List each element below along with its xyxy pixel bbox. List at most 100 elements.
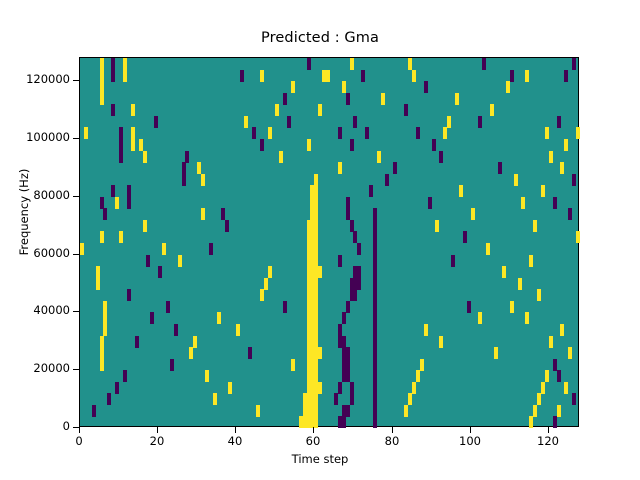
heatmap-cell <box>556 370 561 383</box>
heatmap-cell <box>314 323 319 336</box>
heatmap-cell <box>353 266 358 279</box>
heatmap-cell <box>306 381 311 394</box>
heatmap-cell <box>310 185 315 198</box>
heatmap-cell <box>478 115 483 128</box>
heatmap-cell <box>119 150 124 163</box>
heatmap-cell <box>259 138 264 151</box>
heatmap-cell <box>380 92 385 105</box>
heatmap-cell <box>197 162 202 175</box>
heatmap-cell <box>486 243 491 255</box>
heatmap-cell <box>556 404 561 417</box>
heatmap-cell <box>165 300 170 313</box>
heatmap-cell <box>267 266 272 279</box>
heatmap-cell <box>548 150 553 163</box>
heatmap-cell <box>572 173 577 186</box>
heatmap-cell <box>130 104 135 117</box>
heatmap-cell <box>306 289 311 302</box>
heatmap-cell <box>275 104 280 117</box>
heatmap-cell <box>263 277 268 290</box>
heatmap-cell <box>314 266 319 279</box>
heatmap-cell <box>314 404 319 417</box>
y-axis-tick-mark <box>73 311 79 312</box>
heatmap-cell <box>181 173 186 186</box>
heatmap-cells <box>80 58 581 429</box>
heatmap-cell <box>341 347 346 360</box>
heatmap-cell <box>322 69 327 82</box>
heatmap-cell <box>505 81 510 94</box>
heatmap-cell <box>341 358 346 371</box>
heatmap-plot-area <box>79 57 581 429</box>
heatmap-cell <box>478 312 483 325</box>
x-axis-tick-label: 80 <box>384 434 400 448</box>
heatmap-cell <box>341 416 346 429</box>
heatmap-cell <box>220 208 225 221</box>
heatmap-cell <box>458 185 463 198</box>
heatmap-cell <box>193 335 198 348</box>
x-axis-tick-label: 100 <box>459 434 481 448</box>
heatmap-cell <box>552 416 557 429</box>
heatmap-cell <box>384 173 389 186</box>
heatmap-cell <box>314 208 319 221</box>
heatmap-cell <box>314 219 319 232</box>
heatmap-cell <box>345 300 350 313</box>
heatmap-cell <box>408 393 413 406</box>
heatmap-cell <box>310 243 315 255</box>
heatmap-cell <box>423 81 428 94</box>
heatmap-cell <box>255 404 260 417</box>
heatmap-cell <box>314 196 319 209</box>
heatmap-cell <box>372 243 377 255</box>
heatmap-cell <box>548 335 553 348</box>
heatmap-cell <box>310 277 315 290</box>
heatmap-cell <box>337 335 342 348</box>
heatmap-cell <box>259 69 264 82</box>
heatmap-cell <box>310 219 315 232</box>
heatmap-cell <box>126 185 131 198</box>
heatmap-cell <box>287 115 292 128</box>
heatmap-cell <box>314 243 319 255</box>
heatmap-cell <box>372 358 377 371</box>
heatmap-cell <box>314 335 319 348</box>
heatmap-cell <box>337 162 342 175</box>
heatmap-cell <box>216 312 221 325</box>
heatmap-cell <box>103 208 108 221</box>
heatmap-cell <box>451 254 456 267</box>
heatmap-cell <box>310 416 315 429</box>
heatmap-cell <box>95 266 100 279</box>
x-axis-tick-label: 20 <box>149 434 165 448</box>
heatmap-cell <box>349 58 354 70</box>
heatmap-cell <box>306 335 311 348</box>
heatmap-cell <box>283 92 288 105</box>
heatmap-cell <box>357 277 362 290</box>
heatmap-cell <box>372 393 377 406</box>
heatmap-cell <box>372 266 377 279</box>
heatmap-cell <box>372 219 377 232</box>
heatmap-cell <box>302 416 307 429</box>
chart-title: Predicted : Gma <box>261 30 379 46</box>
y-axis-tick-mark <box>73 138 79 139</box>
x-axis-tick-mark <box>470 427 471 433</box>
heatmap-cell <box>310 393 315 406</box>
heatmap-cell <box>337 323 342 336</box>
x-axis-tick-label: 120 <box>537 434 559 448</box>
y-axis-tick-mark <box>73 369 79 370</box>
heatmap-cell <box>142 219 147 232</box>
heatmap-cell <box>349 393 354 406</box>
heatmap-cell <box>349 277 354 290</box>
heatmap-cell <box>540 381 545 394</box>
heatmap-cell <box>103 323 108 336</box>
heatmap-cell <box>306 58 311 70</box>
heatmap-cell <box>158 266 163 279</box>
heatmap-cell <box>353 115 358 128</box>
heatmap-cell <box>349 219 354 232</box>
heatmap-cell <box>130 127 135 140</box>
heatmap-cell <box>111 58 116 70</box>
heatmap-cell <box>497 162 502 175</box>
heatmap-cell <box>537 289 542 302</box>
heatmap-cell <box>341 81 346 94</box>
heatmap-cell <box>310 312 315 325</box>
heatmap-cell <box>111 185 116 198</box>
x-axis-tick-mark <box>313 427 314 433</box>
heatmap-cell <box>126 196 131 209</box>
heatmap-cell <box>341 404 346 417</box>
y-axis-tick-mark <box>73 80 79 81</box>
